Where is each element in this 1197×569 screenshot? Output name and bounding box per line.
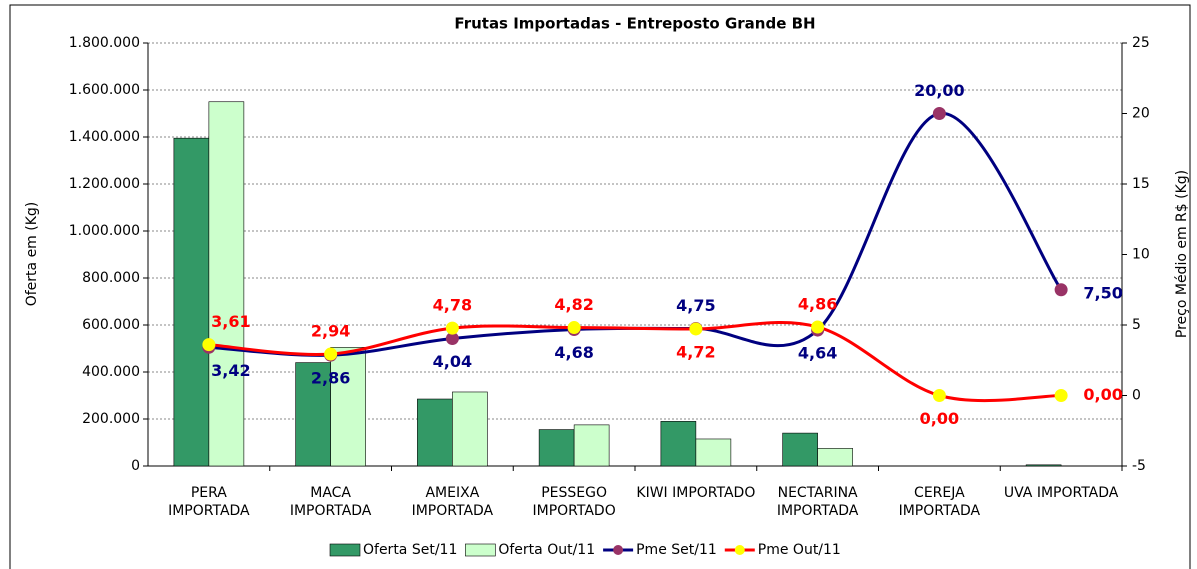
- bar: [817, 448, 853, 467]
- y2-tick-label: 15: [1132, 176, 1150, 192]
- bar: [660, 421, 697, 467]
- y2-tick-label: 20: [1132, 106, 1150, 122]
- marker: [567, 321, 581, 335]
- legend-marker: [613, 545, 624, 555]
- data-label: 7,50: [1083, 283, 1122, 302]
- y2-tick-label: -5: [1132, 458, 1146, 474]
- marker: [932, 107, 946, 120]
- x-tick-label: KIWI IMPORTADO: [636, 485, 756, 501]
- y2-tick-label: 0: [1132, 388, 1141, 404]
- x-tick-label: AMEIXA IMPORTADA: [411, 485, 494, 519]
- data-label: 0,00: [1083, 385, 1122, 404]
- data-label: 2,94: [311, 322, 350, 341]
- data-label: 4,72: [676, 342, 715, 361]
- bar: [538, 429, 575, 467]
- marker: [932, 389, 946, 402]
- bar: [295, 362, 331, 467]
- data-label: 4,86: [798, 294, 837, 313]
- data-label: 3,42: [211, 361, 250, 380]
- data-label: 4,04: [433, 352, 472, 371]
- y-tick-label: 200.000: [82, 411, 140, 427]
- marker: [689, 322, 703, 336]
- legend-marker: [734, 545, 745, 555]
- y-tick-label: 1.400.000: [69, 129, 140, 145]
- x-tick-label: CEREJA IMPORTADA: [898, 485, 981, 519]
- marker: [1054, 283, 1068, 297]
- bar: [782, 432, 818, 467]
- legend-label: Pme Set/11: [636, 542, 717, 558]
- bar: [330, 347, 366, 467]
- bar: [1025, 464, 1062, 467]
- legend-label: Pme Out/11: [758, 542, 841, 558]
- bar: [452, 391, 488, 467]
- line: [208, 111, 1063, 357]
- chart-title: Frutas Importadas - Entreposto Grande BH: [454, 15, 815, 33]
- data-label: 4,64: [798, 344, 837, 363]
- marker: [202, 338, 216, 352]
- y-tick-label: 1.200.000: [69, 176, 140, 192]
- x-tick-label: MACA IMPORTADA: [289, 485, 372, 519]
- y2-axis-title: Preço Médio em R$ (Kg): [1174, 170, 1190, 338]
- y-tick-label: 1.600.000: [69, 82, 140, 98]
- line: [208, 321, 1062, 403]
- data-label: 20,00: [914, 81, 965, 100]
- data-label: 2,86: [311, 369, 350, 388]
- bar: [573, 424, 610, 467]
- bar: [208, 101, 245, 467]
- y2-tick-label: 5: [1132, 317, 1141, 333]
- data-label: 0,00: [920, 409, 959, 428]
- marker: [811, 320, 825, 334]
- marker: [324, 347, 338, 361]
- y-tick-label: 0: [131, 458, 140, 474]
- y2-tick-label: 10: [1132, 247, 1150, 263]
- data-label: 3,61: [211, 312, 250, 331]
- y-tick-label: 400.000: [82, 364, 140, 380]
- y-tick-label: 1.000.000: [69, 223, 140, 239]
- marker: [1054, 389, 1068, 402]
- data-label: 4,68: [554, 343, 593, 362]
- bar: [417, 398, 453, 467]
- marker: [445, 321, 459, 335]
- x-tick-label: UVA IMPORTADA: [1003, 485, 1119, 501]
- y-tick-label: 800.000: [82, 270, 140, 286]
- y-tick-label: 1.800.000: [69, 35, 140, 51]
- x-tick-label: PERA IMPORTADA: [168, 485, 250, 519]
- bar: [695, 438, 732, 467]
- chart-frame: [9, 4, 1191, 569]
- legend-label: Oferta Set/11: [363, 542, 457, 558]
- bar: [173, 137, 210, 467]
- x-tick-label: NECTARINA IMPORTADA: [776, 485, 859, 519]
- x-tick-label: PESSEGO IMPORTADO: [532, 485, 616, 519]
- y-tick-label: 600.000: [82, 317, 140, 333]
- y2-tick-label: 25: [1132, 35, 1150, 51]
- data-label: 4,75: [676, 296, 715, 315]
- data-label: 4,78: [433, 296, 472, 315]
- legend-label: Oferta Out/11: [498, 542, 595, 558]
- data-label: 4,82: [554, 295, 593, 314]
- legend-swatch: [329, 543, 361, 557]
- y-axis-title: Oferta em (Kg): [24, 202, 40, 307]
- legend-swatch: [465, 543, 496, 557]
